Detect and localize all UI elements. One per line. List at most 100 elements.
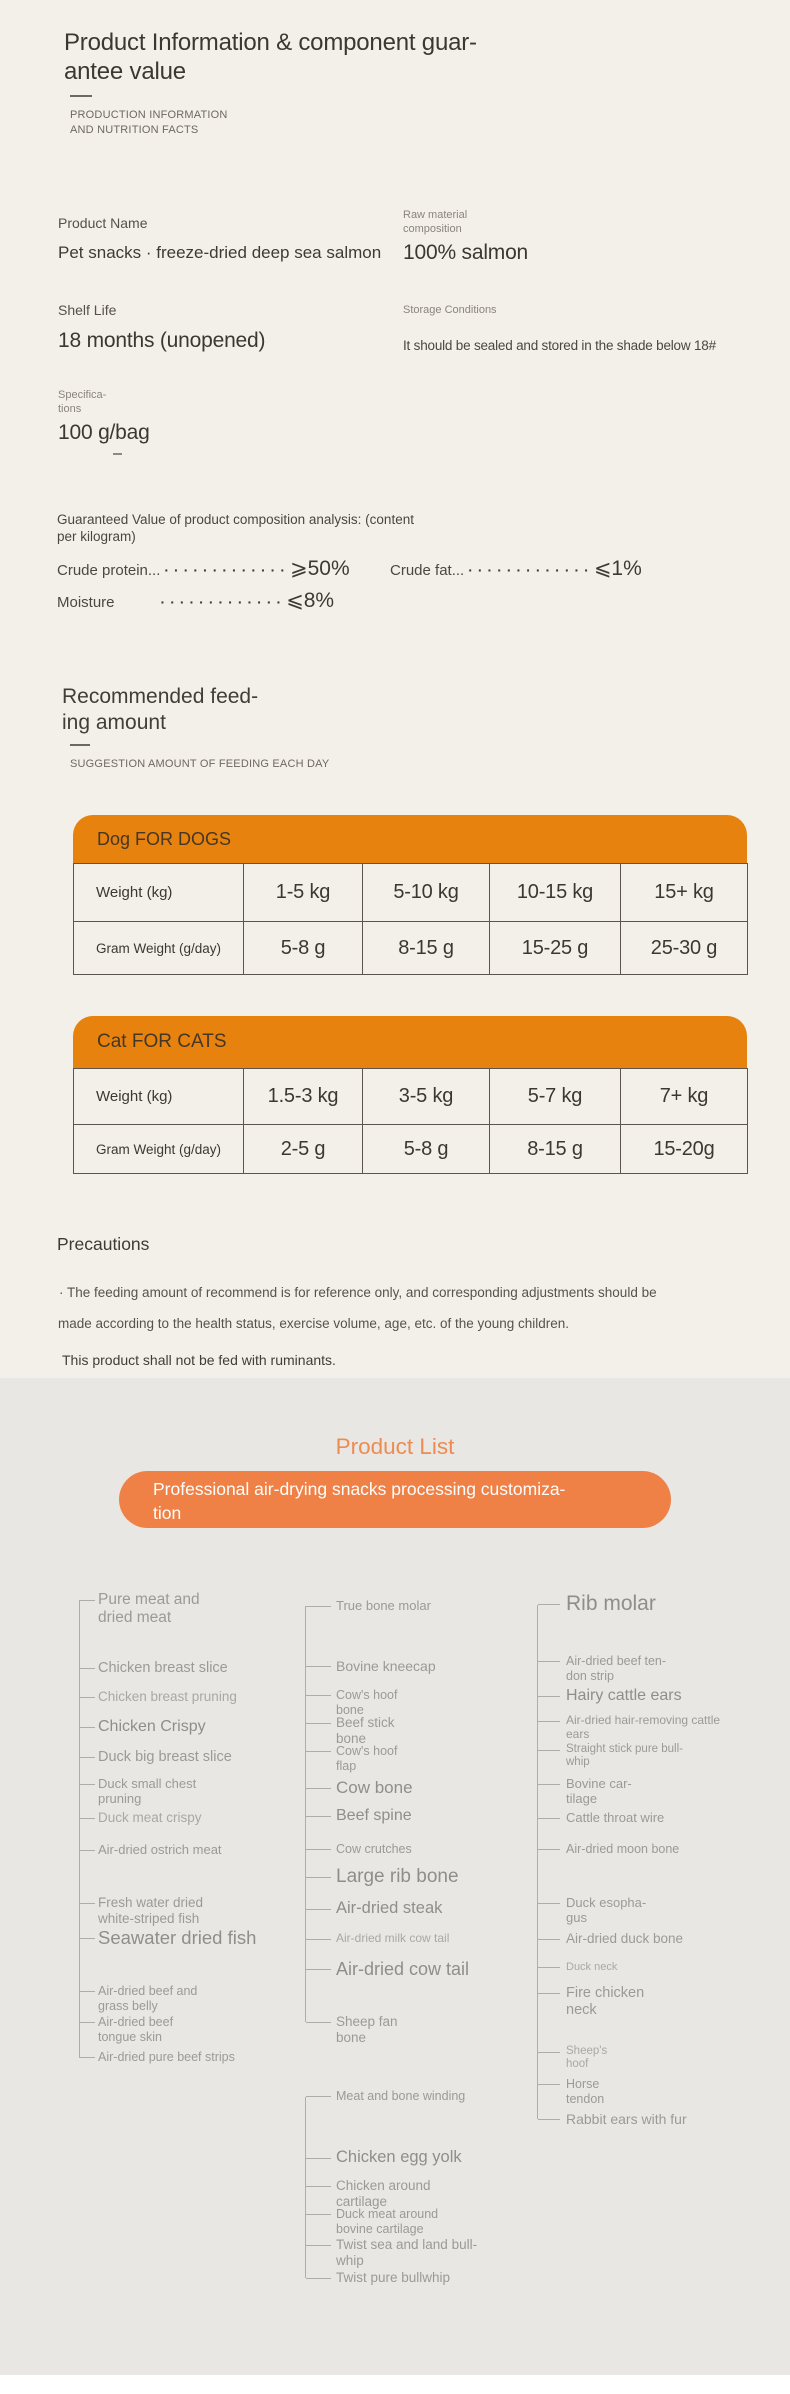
page-title: Product Information & component guar- an… xyxy=(64,29,477,85)
dog-feeding-table: Dog FOR DOGS Weight (kg) 1-5 kg 5-10 kg … xyxy=(73,815,748,975)
product-item: Duck neck xyxy=(537,1961,790,1974)
tree-line xyxy=(305,1606,306,2022)
precautions-line: · The feeding amount of recommend is for… xyxy=(59,1285,657,1300)
cell: 7+ kg xyxy=(620,1068,748,1125)
analysis-value: ⩽1% xyxy=(593,557,642,580)
precautions-line: This product shall not be fed with rumin… xyxy=(62,1352,336,1368)
product-item: Air-dried milk cow tail xyxy=(305,1931,561,1946)
product-item: Air-dried moon bone xyxy=(537,1842,790,1857)
raw-material-label: Raw material composition xyxy=(403,209,468,235)
product-item: Beef spine xyxy=(305,1807,561,1826)
product-item: Sheep's hoof xyxy=(537,2045,790,2072)
storage-value: It should be sealed and stored in the sh… xyxy=(403,338,716,353)
precautions-line: made according to the health status, exe… xyxy=(58,1316,570,1331)
specifications-underline xyxy=(113,453,122,455)
table-row: Weight (kg) 1-5 kg 5-10 kg 10-15 kg 15+ … xyxy=(73,863,748,922)
raw-material-value: 100% salmon xyxy=(403,241,529,264)
product-item: Large rib bone xyxy=(305,1866,561,1888)
tree-line xyxy=(537,1605,538,2119)
leader-dots: ············· xyxy=(468,562,594,578)
product-item: Cow's hoof flap xyxy=(305,1744,561,1773)
product-item: Air-dried cow tail xyxy=(305,1959,561,1980)
precautions-heading: Precautions xyxy=(57,1234,150,1254)
product-item: Air-dried ostrich meat xyxy=(79,1842,323,1857)
product-item: Cow bone xyxy=(305,1778,561,1798)
analysis-heading: Guaranteed Value of product composition … xyxy=(57,512,414,544)
bottom-strip xyxy=(0,2375,790,2394)
product-item: Fire chicken neck xyxy=(537,1985,790,2019)
cell: 1-5 kg xyxy=(243,863,363,922)
row-label: Gram Weight (g/day) xyxy=(73,921,244,975)
product-item: Cow crutches xyxy=(305,1842,561,1857)
row-label: Weight (kg) xyxy=(73,1068,244,1125)
product-item: Air-dried beef and grass belly xyxy=(79,1984,323,2013)
product-item: Bovine kneecap xyxy=(305,1658,561,1674)
product-item: Duck esopha- gus xyxy=(537,1895,790,1925)
product-item: Duck small chest pruning xyxy=(79,1776,323,1806)
product-name-label: Product Name xyxy=(58,215,148,231)
cell: 10-15 kg xyxy=(489,863,621,922)
shelf-life-label: Shelf Life xyxy=(58,302,117,318)
analysis-row-moisture: Moisture ············· ⩽8% xyxy=(57,588,334,613)
cell: 5-8 g xyxy=(362,1124,490,1174)
analysis-value: ⩽8% xyxy=(286,589,335,612)
product-item: Straight stick pure bull- whip xyxy=(537,1743,790,1770)
table-row: Gram Weight (g/day) 2-5 g 5-8 g 8-15 g 1… xyxy=(73,1124,748,1174)
product-item: Fresh water dried white-striped fish xyxy=(79,1895,323,1926)
table-row: Weight (kg) 1.5-3 kg 3-5 kg 5-7 kg 7+ kg xyxy=(73,1068,748,1125)
specifications-label: Specifica- tions xyxy=(58,389,107,415)
cell: 8-15 g xyxy=(362,921,490,975)
product-item: Horse tendon xyxy=(537,2077,790,2106)
cell: 1.5-3 kg xyxy=(243,1068,363,1125)
product-item: Air-dried duck bone xyxy=(537,1931,790,1947)
product-item: Chicken Crispy xyxy=(79,1718,323,1737)
title-divider xyxy=(70,95,92,97)
page-subtitle: PRODUCTION INFORMATION AND NUTRITION FAC… xyxy=(70,109,228,136)
product-item: Twist sea and land bull- whip xyxy=(305,2237,561,2268)
product-item: Air-dried beef tongue skin xyxy=(79,2015,323,2044)
product-list-title: Product List xyxy=(335,1434,455,1459)
product-item: Air-dried beef ten- don strip xyxy=(537,1654,790,1683)
cat-feeding-table: Cat FOR CATS Weight (kg) 1.5-3 kg 3-5 kg… xyxy=(73,1016,748,1174)
product-item: True bone molar xyxy=(305,1598,561,1613)
leader-dots: ············· xyxy=(164,562,290,578)
cell: 5-8 g xyxy=(243,921,363,975)
cell: 15+ kg xyxy=(620,863,748,922)
analysis-row-fat: Crude fat... ············· ⩽1% xyxy=(390,556,642,581)
customization-banner: Professional air-drying snacks processin… xyxy=(119,1471,671,1528)
cell: 15-20g xyxy=(620,1124,748,1174)
cell: 5-10 kg xyxy=(362,863,490,922)
analysis-label: Crude protein... xyxy=(57,562,161,579)
product-item: Meat and bone winding xyxy=(305,2089,561,2104)
analysis-label: Moisture xyxy=(57,594,115,611)
dog-table-title: Dog FOR DOGS xyxy=(73,815,747,863)
product-item: Chicken egg yolk xyxy=(305,2148,561,2167)
product-list-section xyxy=(0,1378,790,2375)
product-item: Duck big breast slice xyxy=(79,1749,323,1766)
product-item: Rib molar xyxy=(537,1592,790,1616)
dog-table-body: Weight (kg) 1-5 kg 5-10 kg 10-15 kg 15+ … xyxy=(73,863,748,975)
product-item: Duck meat around bovine cartilage xyxy=(305,2207,561,2236)
product-item: Hairy cattle ears xyxy=(537,1687,790,1706)
cat-table-body: Weight (kg) 1.5-3 kg 3-5 kg 5-7 kg 7+ kg… xyxy=(73,1068,748,1174)
analysis-row-protein: Crude protein... ············· ⩾50% xyxy=(57,556,350,581)
customization-banner-text: Professional air-drying snacks processin… xyxy=(153,1479,566,1523)
product-item: Air-dried steak xyxy=(305,1899,561,1918)
cell: 8-15 g xyxy=(489,1124,621,1174)
product-item: Chicken breast pruning xyxy=(79,1689,323,1705)
cell: 15-25 g xyxy=(489,921,621,975)
product-item: Seawater dried fish xyxy=(79,1927,323,1948)
specifications-value: 100 g/bag xyxy=(58,421,150,444)
table-row: Gram Weight (g/day) 5-8 g 8-15 g 15-25 g… xyxy=(73,921,748,975)
analysis-value: ⩾50% xyxy=(290,557,350,580)
storage-label: Storage Conditions xyxy=(403,304,497,316)
product-item: Chicken breast slice xyxy=(79,1660,323,1677)
cell: 3-5 kg xyxy=(362,1068,490,1125)
analysis-label: Crude fat... xyxy=(390,562,465,579)
tree-line xyxy=(305,2097,306,2278)
product-item: Cow's hoof bone xyxy=(305,1688,561,1717)
cell: 25-30 g xyxy=(620,921,748,975)
product-item: Chicken around cartilage xyxy=(305,2178,561,2209)
product-item: Twist pure bullwhip xyxy=(305,2270,561,2286)
